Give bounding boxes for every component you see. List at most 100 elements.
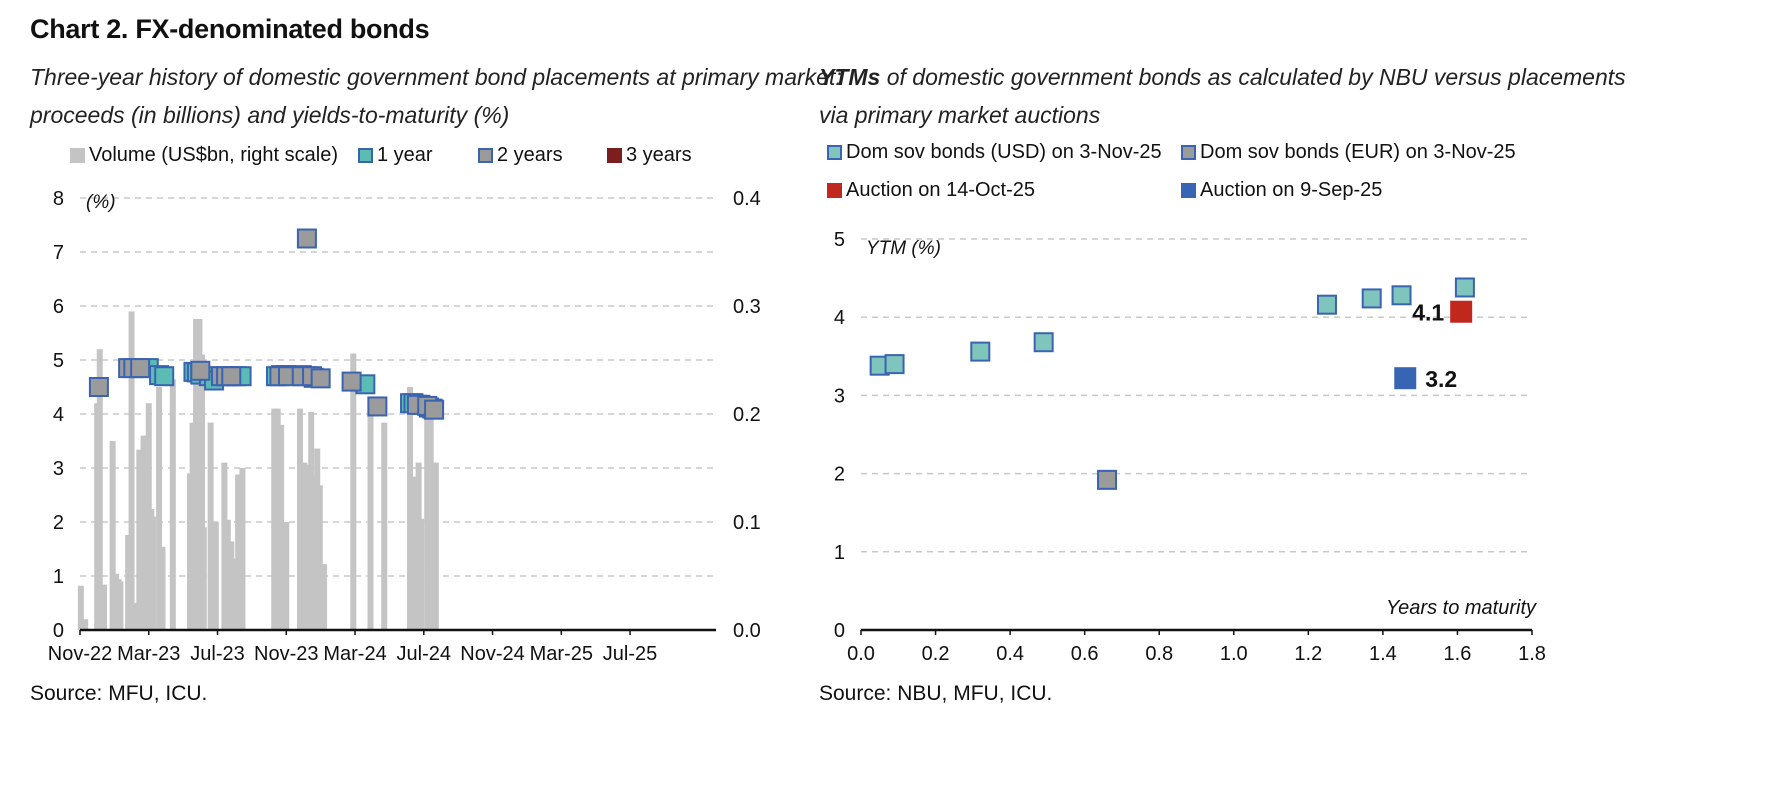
- volume-bar: [231, 558, 238, 630]
- legend-one-year: 1 year: [358, 144, 433, 167]
- volume-bar: [308, 411, 315, 630]
- volume-bar: [297, 408, 304, 630]
- legend-usd: Dom sov bonds (USD) on 3-Nov-25: [827, 141, 1162, 164]
- x-tick-label: 0.8: [1145, 643, 1173, 665]
- left-chart-subtitle: Three-year history of domestic governmen…: [30, 58, 842, 134]
- usd-bond-point: [1361, 288, 1382, 309]
- x-axis-label: Years to maturity: [1386, 597, 1537, 619]
- left-subtitle-line1: Three-year history of domestic governmen…: [30, 64, 842, 90]
- volume-bar: [412, 476, 419, 630]
- volume-bar: [271, 408, 278, 630]
- volume-bar: [150, 516, 157, 630]
- volume-bar: [159, 546, 166, 630]
- volume-bar: [189, 422, 196, 630]
- y-left-tick-label: 4: [53, 404, 64, 426]
- volume-bar: [274, 408, 281, 630]
- auction-oct-label: 4.1: [1412, 300, 1444, 326]
- volume-bar: [381, 422, 388, 630]
- right-subtitle-line1: YTMs of domestic government bonds as cal…: [819, 58, 1626, 96]
- legend-swatch-usd: [827, 145, 842, 160]
- two-year-yield-point: [424, 399, 445, 420]
- y-axis-label: YTM (%): [866, 238, 941, 259]
- volume-bar: [77, 585, 84, 630]
- legend-swatch-auction-oct: [827, 183, 842, 198]
- volume-bar: [96, 349, 103, 630]
- usd-bond-point: [1391, 285, 1412, 306]
- two-year-yield-point: [130, 358, 151, 379]
- volume-bar: [132, 603, 139, 630]
- y-tick-label: 3: [834, 385, 845, 407]
- x-tick-label: Mar-23: [117, 643, 180, 665]
- left-chart: 0 1 2 3 4 5 6 7 8 (%) 0.0 0.1 0.2 0.3 0.4 Nov-22 Mar-23 J…: [48, 188, 761, 665]
- legend-label-one-year: 1 year: [377, 144, 433, 166]
- x-tick-label: 0.4: [996, 643, 1024, 665]
- y-right-tick-label: 0.2: [733, 404, 761, 426]
- volume-bar: [221, 462, 228, 630]
- legend-auction-oct: Auction on 14-Oct-25: [827, 179, 1035, 202]
- volume-bar: [301, 462, 308, 630]
- volume-bar: [82, 619, 89, 630]
- y-right-tick-label: 0.0: [733, 620, 761, 642]
- volume-bar: [418, 518, 425, 630]
- page-title: Chart 2. FX-denominated bonds: [30, 14, 430, 44]
- legend-label-auction-sep: Auction on 9-Sep-25: [1200, 179, 1383, 201]
- x-tick-label: 1.6: [1444, 643, 1472, 665]
- right-source: Source: NBU, MFU, ICU.: [819, 682, 1053, 705]
- legend-label-volume: Volume (US$bn, right scale): [89, 144, 339, 166]
- right-chart-subtitle: YTMs of domestic government bonds as cal…: [819, 58, 1626, 134]
- volume-bar: [207, 422, 214, 630]
- y-right-tick-label: 0.1: [733, 512, 761, 534]
- y-left-tick-label: 0: [53, 620, 64, 642]
- two-year-yield-point: [221, 366, 242, 387]
- volume-bar: [101, 584, 108, 630]
- volume-bar: [235, 474, 242, 630]
- y-tick-label: 4: [834, 307, 845, 329]
- volume-bar: [212, 522, 219, 630]
- volume-bar: [200, 527, 207, 630]
- left-source: Source: MFU, ICU.: [30, 682, 208, 705]
- two-year-yield-point: [190, 360, 211, 381]
- usd-bond-point: [1454, 277, 1475, 298]
- x-tick-label: Nov-23: [254, 643, 318, 665]
- y-left-tick-label: 2: [53, 512, 64, 534]
- legend-swatch-three-year: [607, 148, 622, 163]
- volume-bar: [350, 353, 357, 630]
- y-tick-label: 5: [834, 229, 845, 251]
- x-tick-label: 0.0: [847, 643, 875, 665]
- volume-bar: [239, 468, 246, 630]
- volume-bar: [109, 441, 116, 630]
- volume-bar: [128, 311, 135, 630]
- y-left-tick-label: 8: [53, 188, 64, 210]
- y-tick-label: 2: [834, 464, 845, 486]
- volume-bar: [304, 464, 311, 630]
- y-left-tick-label: 5: [53, 350, 64, 372]
- x-tick-label: 1.4: [1369, 643, 1397, 665]
- volume-bar: [228, 541, 235, 630]
- right-subtitle-bold: YTMs: [819, 64, 881, 90]
- volume-bar: [429, 462, 436, 630]
- legend-label-auction-oct: Auction on 14-Oct-25: [846, 179, 1035, 201]
- volume-bar: [316, 485, 323, 630]
- volume-bar: [278, 424, 285, 630]
- x-tick-label: 1.0: [1220, 643, 1248, 665]
- volume-bar: [199, 354, 206, 630]
- y-right-tick-label: 0.3: [733, 296, 761, 318]
- volume-bar: [283, 522, 290, 630]
- legend-eur: Dom sov bonds (EUR) on 3-Nov-25: [1181, 141, 1516, 164]
- volume-bar: [156, 387, 163, 630]
- x-tick-label: 0.2: [922, 643, 950, 665]
- legend-two-year: 2 years: [478, 144, 563, 167]
- right-subtitle-rest: of domestic government bonds as calculat…: [880, 64, 1626, 90]
- right-subtitle-line2: via primary market auctions: [819, 102, 1101, 128]
- y-right-tick-label: 0.4: [733, 188, 761, 210]
- x-tick-label: Jul-24: [397, 643, 451, 665]
- usd-bond-point: [884, 354, 905, 375]
- x-tick-label: Nov-22: [48, 643, 112, 665]
- volume-bar: [367, 411, 374, 630]
- volume-bar: [321, 564, 328, 630]
- legend-swatch-eur: [1181, 145, 1196, 160]
- x-tick-label: 1.2: [1294, 643, 1322, 665]
- y-left-axis-label: (%): [86, 192, 116, 213]
- x-tick-label: 1.8: [1518, 643, 1546, 665]
- legend-swatch-two-year: [478, 148, 493, 163]
